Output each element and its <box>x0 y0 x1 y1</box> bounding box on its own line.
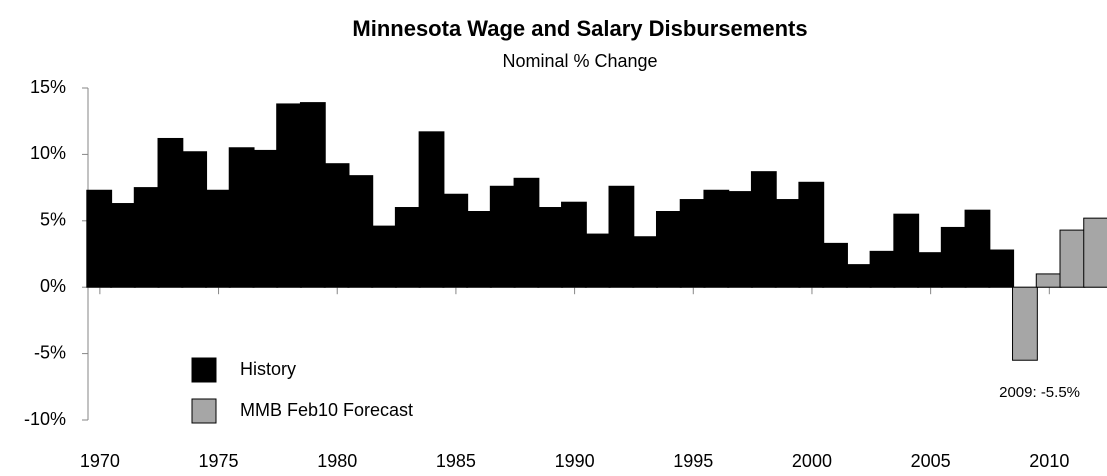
bar <box>157 137 184 288</box>
bar <box>584 233 611 288</box>
bar <box>845 264 872 288</box>
bar <box>252 149 279 288</box>
x-tick-label: 1970 <box>80 451 120 471</box>
y-tick-label: 15% <box>30 77 66 97</box>
bar <box>561 201 587 288</box>
bar <box>1083 217 1107 288</box>
chart-title: Minnesota Wage and Salary Disbursements <box>352 16 807 41</box>
x-tick-label: 2010 <box>1029 451 1069 471</box>
x-tick-label: 1975 <box>199 451 239 471</box>
x-tick-label: 2005 <box>911 451 951 471</box>
bar <box>1012 286 1038 361</box>
bar <box>964 209 991 288</box>
bar <box>608 185 635 288</box>
bar <box>418 131 445 288</box>
legend-label: History <box>240 359 296 379</box>
bar <box>703 189 730 288</box>
bar <box>489 185 516 288</box>
chart-subtitle: Nominal % Change <box>502 51 657 71</box>
bar <box>299 102 326 288</box>
x-tick-label: 2000 <box>792 451 832 471</box>
x-tick-label: 1995 <box>673 451 713 471</box>
bar <box>371 225 397 288</box>
bar <box>513 177 540 288</box>
x-tick-label: 1990 <box>555 451 595 471</box>
bar <box>394 207 421 288</box>
bar <box>869 250 896 288</box>
bar <box>774 199 801 288</box>
bar <box>86 189 113 288</box>
bar <box>798 181 825 288</box>
bar <box>822 242 848 288</box>
bar <box>466 211 492 288</box>
bar <box>727 191 753 288</box>
bar <box>632 236 659 288</box>
bar <box>323 163 350 288</box>
annotation: 2009: -5.5% <box>999 384 1080 401</box>
bar <box>940 226 967 288</box>
legend-label: MMB Feb10 Forecast <box>240 400 413 420</box>
bar <box>276 103 303 288</box>
y-tick-label: 10% <box>30 143 66 163</box>
bar <box>893 213 920 288</box>
bar <box>133 187 160 288</box>
legend-swatch <box>191 357 217 383</box>
y-tick-label: 5% <box>40 210 66 230</box>
bar <box>1035 273 1062 288</box>
bar <box>750 171 777 288</box>
bar <box>228 147 255 288</box>
bar <box>204 189 231 288</box>
legend-swatch <box>191 398 217 424</box>
bar <box>537 207 564 288</box>
y-tick-label: -5% <box>34 342 66 362</box>
bar <box>181 151 208 288</box>
bar <box>1059 229 1086 288</box>
bar <box>347 175 374 288</box>
bar <box>988 249 1015 288</box>
bar <box>110 203 136 288</box>
bar <box>679 199 706 288</box>
y-tick-label: -10% <box>24 409 66 429</box>
x-tick-label: 1980 <box>317 451 357 471</box>
y-tick-label: 0% <box>40 276 66 296</box>
bar <box>917 252 943 288</box>
bar <box>442 193 469 288</box>
bar <box>655 211 682 288</box>
x-tick-label: 1985 <box>436 451 476 471</box>
